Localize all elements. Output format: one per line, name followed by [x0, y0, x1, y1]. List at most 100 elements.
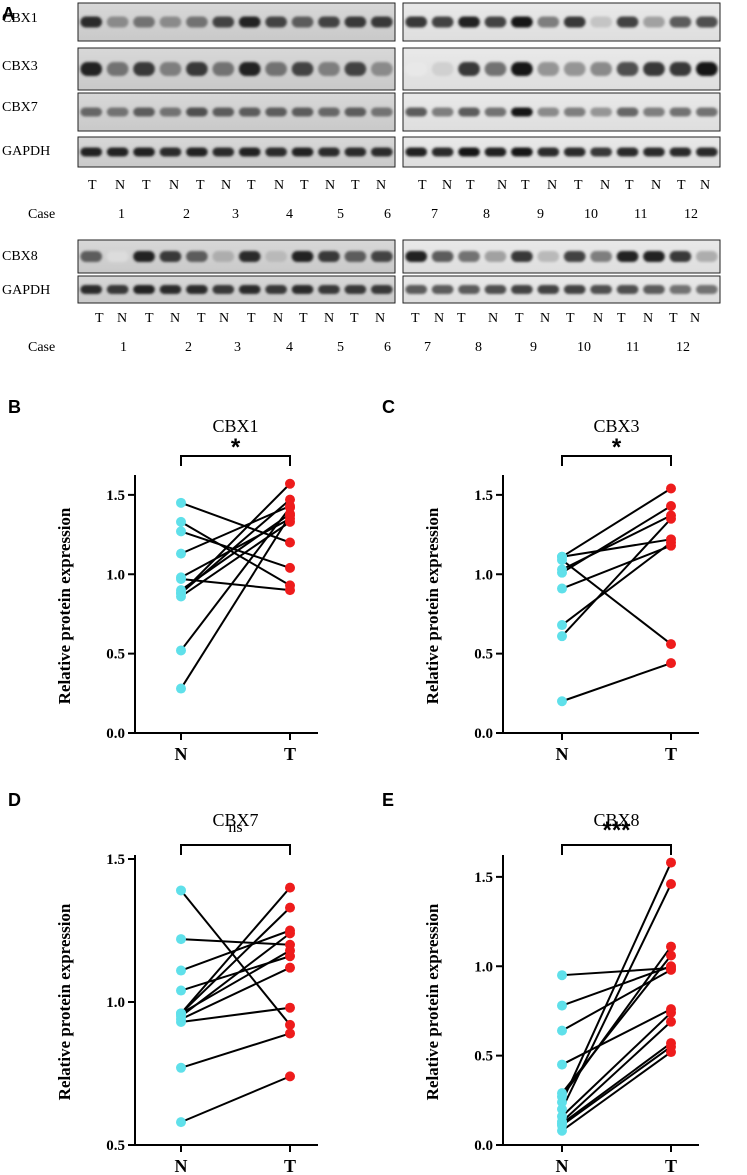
lane-label: N [375, 311, 385, 326]
lane-label: N [547, 178, 557, 193]
blot-band [405, 16, 428, 28]
blot-label-cbx8: CBX8 [2, 249, 38, 264]
y-tick-label: 1.5 [106, 488, 125, 504]
blot-band [405, 107, 428, 117]
blot-band [643, 16, 665, 28]
blot-band [318, 107, 340, 117]
blot-band [669, 285, 692, 294]
pair-line [561, 505, 672, 574]
blot-band [80, 16, 103, 28]
tumor-point [285, 478, 295, 489]
blot-band [458, 62, 480, 76]
lane-label: N [442, 178, 452, 193]
blot-band [643, 147, 665, 157]
blot-band [643, 251, 665, 262]
pair-line [561, 487, 672, 558]
blot-strip [402, 2, 721, 42]
blot-band [318, 251, 340, 262]
blot-band [458, 147, 480, 157]
blot-band [484, 285, 507, 294]
lane-label: N [643, 311, 653, 326]
lane-label: N [540, 311, 550, 326]
pair-line [180, 501, 291, 544]
panel-label-b: B [8, 397, 21, 417]
blot-band [370, 62, 393, 76]
y-tick-label: 1.5 [474, 488, 493, 504]
blot-band [318, 16, 340, 28]
blot-band [265, 107, 287, 117]
blot-background [402, 92, 721, 132]
blot-band [643, 285, 665, 294]
lane-label: T [669, 311, 678, 326]
blot-band [511, 285, 533, 294]
blot-band [186, 251, 208, 262]
tumor-point [285, 500, 295, 511]
x-tick-label: N [175, 1156, 188, 1175]
tumor-point [285, 508, 295, 519]
blot-label-gapdh-bottom: GAPDH [2, 283, 50, 298]
blot-band [695, 107, 718, 117]
pair-line [561, 662, 672, 703]
pair-line [561, 514, 672, 571]
blot-band [344, 62, 367, 76]
case-number: 12 [684, 207, 698, 222]
blot-band [80, 147, 103, 157]
lane-label: N [169, 178, 179, 193]
blot-band [106, 107, 129, 117]
tumor-point [666, 1004, 676, 1015]
blot-band [370, 285, 393, 294]
blot-band [484, 107, 507, 117]
tumor-point [285, 939, 295, 950]
lane-label: T [466, 178, 475, 193]
blot-band [484, 147, 507, 157]
lane-label: T [351, 178, 360, 193]
blot-band [133, 147, 155, 157]
blot-band [669, 147, 692, 157]
case-number: 7 [424, 340, 431, 355]
blot-strip [402, 275, 721, 304]
lane-label: N [170, 311, 180, 326]
blot-band [431, 147, 454, 157]
y-axis-label: Relative protein expression [423, 507, 442, 704]
blot-band [563, 285, 586, 294]
lane-label: N [600, 178, 610, 193]
y-tick-label: 1.0 [474, 959, 493, 975]
normal-point [557, 1025, 567, 1036]
panel-label-c: C [382, 397, 395, 417]
blot-band [291, 107, 314, 117]
blot-band [238, 107, 261, 117]
case-number: 10 [584, 207, 598, 222]
blot-band [405, 285, 428, 294]
significance-label: *** [602, 817, 631, 844]
normal-point [176, 1008, 186, 1019]
blot-band [537, 147, 560, 157]
tumor-point [285, 562, 295, 573]
blot-band [484, 16, 507, 28]
lane-label: N [324, 311, 334, 326]
blot-band [590, 285, 612, 294]
lane-label: N [488, 311, 498, 326]
pair-line [180, 513, 291, 591]
blot-band [159, 147, 182, 157]
blot-background [402, 136, 721, 168]
blot-band [186, 107, 208, 117]
blot-band [616, 16, 639, 28]
x-tick-label: N [175, 744, 188, 764]
pair-line [561, 1008, 672, 1066]
chart-title: CBX1 [212, 416, 258, 436]
pair-line [561, 541, 672, 626]
pair-line [561, 862, 672, 1103]
y-tick-label: 0.5 [474, 1049, 493, 1065]
blot-background [402, 239, 721, 274]
lane-label: T [617, 311, 626, 326]
normal-point [557, 1059, 567, 1070]
normal-point [176, 1062, 186, 1073]
blot-background [77, 47, 396, 91]
lane-label: T [515, 311, 524, 326]
lane-label: T [521, 178, 530, 193]
blot-band [106, 16, 129, 28]
blot-band [159, 62, 182, 76]
blot-band [212, 107, 235, 117]
tumor-point [285, 962, 295, 973]
